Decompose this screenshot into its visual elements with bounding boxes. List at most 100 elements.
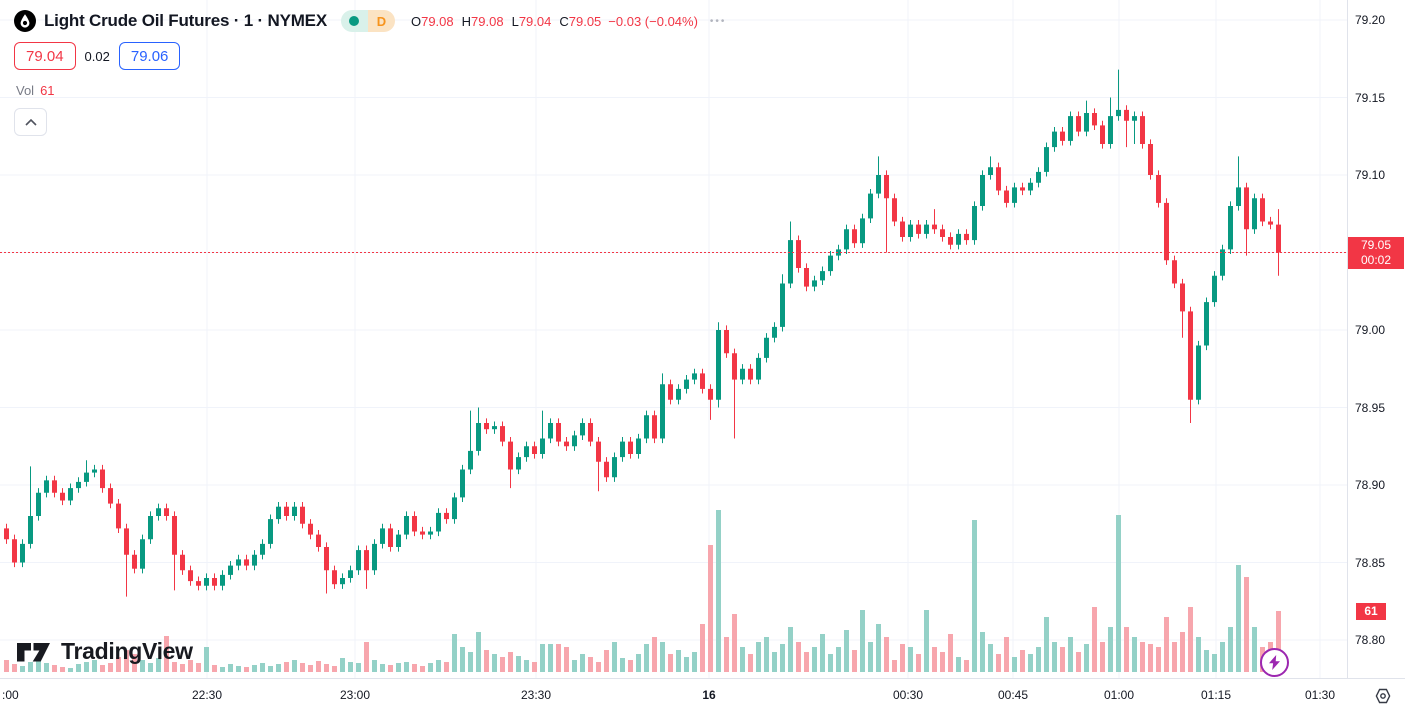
candle-body bbox=[772, 326, 777, 338]
volume-bar bbox=[332, 666, 337, 672]
volume-bar bbox=[1084, 644, 1089, 672]
candlestick-chart-canvas[interactable] bbox=[0, 0, 1347, 678]
volume-bar bbox=[1132, 637, 1137, 672]
last-price-badge: 79.05 00:02 bbox=[1348, 236, 1404, 269]
candle-body bbox=[1108, 116, 1113, 144]
volume-bar bbox=[940, 652, 945, 672]
candle-body bbox=[580, 423, 585, 436]
candle-body bbox=[476, 423, 481, 451]
candle-body bbox=[1268, 221, 1273, 225]
volume-bar bbox=[828, 654, 833, 672]
volume-bar bbox=[756, 642, 761, 672]
candle-body bbox=[92, 469, 97, 473]
candle-body bbox=[956, 233, 961, 245]
more-menu-icon[interactable]: ••• bbox=[709, 15, 727, 27]
candle-body bbox=[76, 481, 81, 489]
spread-value: 0.02 bbox=[84, 48, 110, 64]
volume-bar bbox=[404, 662, 409, 672]
volume-bar bbox=[596, 662, 601, 672]
candle-body bbox=[716, 330, 721, 400]
symbol-title[interactable]: Light Crude Oil Futures · 1 · NYMEX bbox=[44, 11, 327, 30]
ohlc-low-label: L bbox=[511, 13, 519, 29]
volume-bar bbox=[252, 665, 257, 672]
volume-bar bbox=[292, 660, 297, 672]
buy-price-button[interactable]: 79.06 bbox=[118, 42, 181, 70]
candle-body bbox=[196, 581, 201, 586]
volume-bar bbox=[876, 624, 881, 672]
volume-bar bbox=[284, 662, 289, 672]
time-axis[interactable]: :00 22:30 23:00 23:30 16 00:30 00:45 01:00 01:15… bbox=[0, 679, 1405, 713]
volume-bar bbox=[1212, 654, 1217, 672]
volume-bar bbox=[580, 654, 585, 672]
time-axis-label: 23:00 bbox=[339, 688, 371, 702]
candle-body bbox=[988, 167, 993, 175]
candle-body bbox=[652, 415, 657, 439]
volume-bar bbox=[540, 644, 545, 672]
volume-bar bbox=[1220, 642, 1225, 672]
candle-body bbox=[260, 543, 265, 555]
candle-body bbox=[4, 528, 9, 540]
candle-body bbox=[596, 441, 601, 462]
volume-bar bbox=[724, 637, 729, 672]
volume-bar bbox=[972, 520, 977, 672]
tradingview-watermark[interactable]: TradingView bbox=[16, 638, 193, 665]
volume-bar bbox=[1004, 637, 1009, 672]
volume-bar bbox=[228, 664, 233, 672]
volume-bar bbox=[36, 658, 41, 672]
candle-body bbox=[1124, 109, 1129, 121]
volume-bar bbox=[68, 668, 73, 672]
candle-body bbox=[236, 559, 241, 566]
volume-bar bbox=[444, 662, 449, 672]
candle-body bbox=[332, 570, 337, 585]
candle-body bbox=[84, 472, 89, 482]
price-axis[interactable]: 79.20 79.15 79.10 79.05 79.00 78.95 78.90 78.85… bbox=[1348, 0, 1405, 678]
volume-bar bbox=[1188, 607, 1193, 672]
volume-bar bbox=[620, 658, 625, 672]
volume-bar bbox=[1036, 647, 1041, 672]
candle-body bbox=[1212, 275, 1217, 303]
candle-body bbox=[108, 488, 113, 504]
collapse-panel-button[interactable] bbox=[14, 108, 47, 136]
candle-body bbox=[132, 554, 137, 569]
lightning-icon bbox=[1269, 655, 1280, 670]
volume-bar bbox=[908, 647, 913, 672]
candle-body bbox=[804, 268, 809, 287]
candle-body bbox=[252, 554, 257, 566]
volume-bar bbox=[1052, 642, 1057, 672]
volume-bar bbox=[548, 644, 553, 672]
volume-bar bbox=[164, 636, 169, 672]
candle-body bbox=[700, 373, 705, 389]
volume-bar bbox=[476, 632, 481, 672]
volume-bar bbox=[372, 660, 377, 672]
tradingview-logo-icon bbox=[17, 642, 50, 661]
volume-bar bbox=[676, 650, 681, 672]
candle-body bbox=[572, 435, 577, 447]
candle-body bbox=[228, 565, 233, 575]
interval-dot-segment[interactable] bbox=[340, 10, 368, 32]
candle-body bbox=[1140, 116, 1145, 144]
volume-bar bbox=[572, 660, 577, 672]
volume-bar bbox=[964, 660, 969, 672]
candle-body bbox=[964, 233, 969, 241]
volume-bar bbox=[132, 654, 137, 672]
volume-bar bbox=[324, 664, 329, 672]
sell-price-button[interactable]: 79.04 bbox=[14, 42, 76, 70]
volume-bar bbox=[556, 644, 561, 672]
candle-body bbox=[204, 578, 209, 586]
instant-trading-button[interactable] bbox=[1260, 648, 1289, 677]
axis-settings-icon[interactable] bbox=[1374, 687, 1392, 705]
time-axis-label: 00:30 bbox=[892, 688, 924, 702]
candle-body bbox=[412, 516, 417, 532]
volume-bar bbox=[20, 666, 25, 672]
candle-body bbox=[812, 280, 817, 287]
price-axis-label: 78.95 bbox=[1355, 400, 1386, 415]
interval-pill[interactable]: D bbox=[340, 10, 395, 32]
volume-bar bbox=[1156, 647, 1161, 672]
volume-bar bbox=[396, 663, 401, 672]
candle-body bbox=[1084, 113, 1089, 132]
candle-body bbox=[212, 578, 217, 586]
candle-body bbox=[836, 249, 841, 256]
volume-bar bbox=[884, 637, 889, 672]
interval-letter-segment[interactable]: D bbox=[367, 10, 395, 32]
volume-bar bbox=[780, 644, 785, 672]
